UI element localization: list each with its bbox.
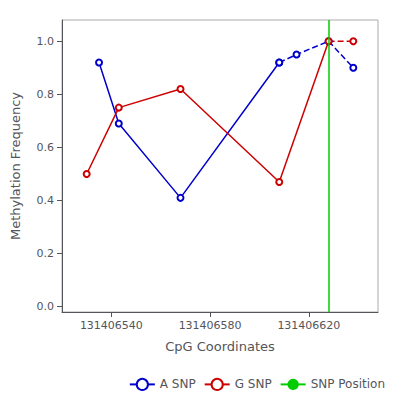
- svg-text:131406540: 131406540: [80, 319, 143, 332]
- svg-text:SNP Position: SNP Position: [311, 377, 385, 391]
- svg-text:CpG Coordinates: CpG Coordinates: [165, 339, 275, 354]
- svg-text:1.0: 1.0: [37, 35, 55, 48]
- svg-text:131406580: 131406580: [179, 319, 242, 332]
- svg-text:131406620: 131406620: [277, 319, 340, 332]
- svg-text:G SNP: G SNP: [235, 377, 272, 391]
- svg-text:0.8: 0.8: [37, 88, 55, 101]
- svg-text:0.4: 0.4: [37, 194, 55, 207]
- svg-text:0.2: 0.2: [37, 247, 55, 260]
- svg-text:A SNP: A SNP: [160, 377, 196, 391]
- svg-text:Methylation Frequency: Methylation Frequency: [8, 92, 23, 240]
- svg-text:0.0: 0.0: [37, 300, 55, 313]
- svg-text:0.6: 0.6: [37, 141, 55, 154]
